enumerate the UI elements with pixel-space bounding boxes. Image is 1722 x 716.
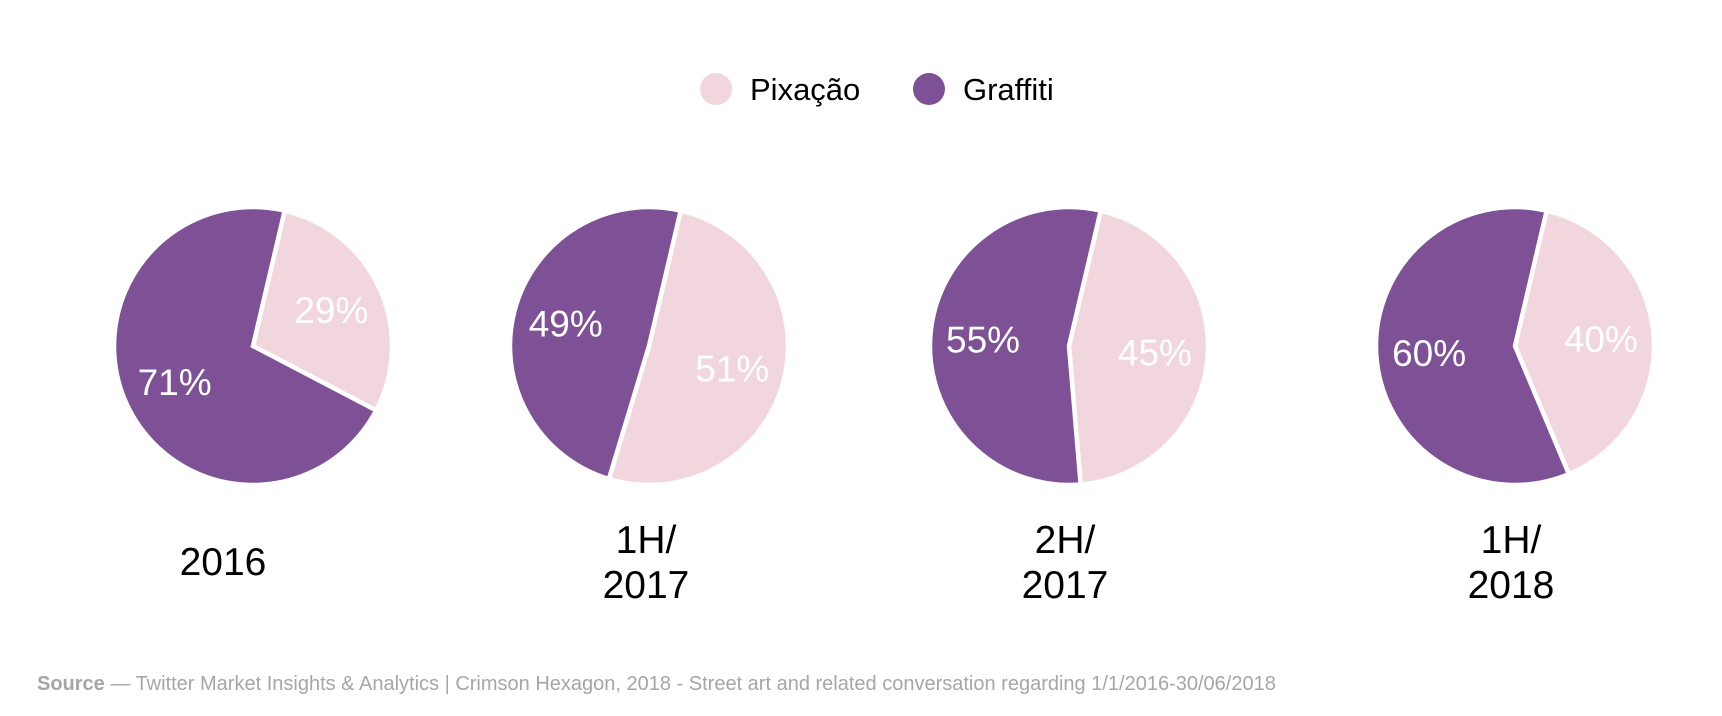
- slice-graffiti: [111, 204, 380, 488]
- slice-value-label: 29%: [294, 290, 368, 331]
- source-text: — Twitter Market Insights & Analytics | …: [110, 673, 1276, 695]
- pie-2h-2017: 45% 55% 2H/2017: [927, 204, 1211, 607]
- slice-pixacao: [250, 207, 395, 414]
- period-label: 2017: [603, 564, 690, 607]
- slice-graffiti: [927, 204, 1104, 488]
- legend-swatch-pixacao: [700, 73, 732, 105]
- period-label: 2016: [180, 541, 267, 584]
- slice-pixacao: [1066, 207, 1211, 487]
- legend-swatch-graffiti: [913, 73, 945, 105]
- source-label: Source: [37, 673, 105, 695]
- slice-value-label: 40%: [1564, 319, 1638, 360]
- chart-legend: Pixação Graffiti: [700, 72, 1054, 107]
- pie-1h-2018: 40% 60% 1H/2018: [1373, 204, 1657, 607]
- slice-value-label: 55%: [946, 320, 1020, 361]
- pie-2016: 29% 71% 2016: [111, 204, 395, 584]
- legend-label-pixacao: Pixação: [750, 72, 860, 107]
- period-label: 2018: [1468, 564, 1555, 607]
- period-label: 2017: [1022, 564, 1109, 607]
- slice-pixacao: [606, 207, 791, 488]
- pie-1h-2017: 51% 49% 1H/2017: [507, 204, 791, 607]
- legend-label-graffiti: Graffiti: [963, 72, 1054, 107]
- period-label: 2H/: [1035, 519, 1096, 562]
- slice-value-label: 71%: [138, 362, 212, 403]
- slice-graffiti: [1373, 204, 1572, 488]
- slice-pixacao: [1512, 207, 1657, 478]
- period-label: 1H/: [616, 519, 677, 562]
- slice-value-label: 49%: [529, 304, 603, 345]
- slice-value-label: 60%: [1392, 333, 1466, 374]
- slice-graffiti: [507, 204, 684, 482]
- period-label: 1H/: [1481, 519, 1542, 562]
- source-note: Source — Twitter Market Insights & Analy…: [37, 673, 1276, 696]
- slice-value-label: 45%: [1118, 332, 1192, 373]
- pie-charts: 29% 71% 2016 51% 49% 1H/2017 45% 55% 2H/2017 40% 6…: [111, 204, 1657, 607]
- slice-value-label: 51%: [695, 348, 769, 389]
